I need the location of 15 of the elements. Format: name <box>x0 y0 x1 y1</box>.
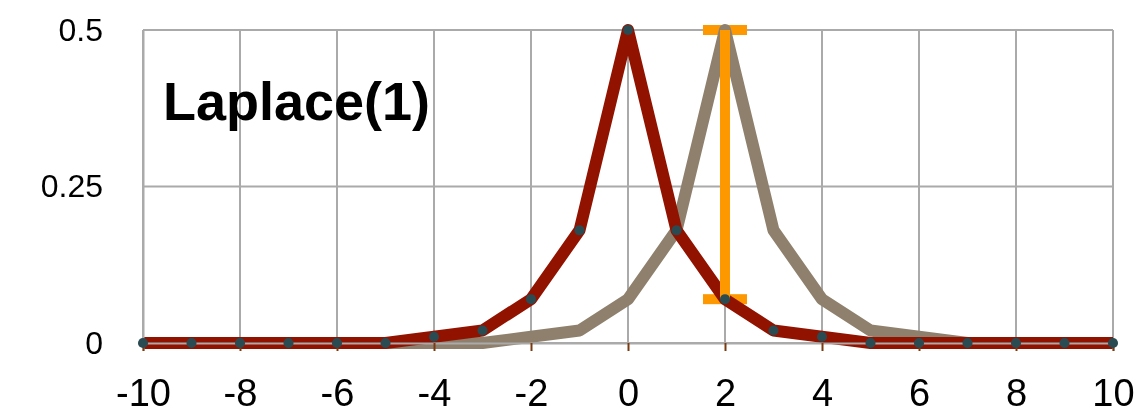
x-tick-label: -10 <box>116 371 171 414</box>
x-tick-label: 8 <box>1005 371 1028 414</box>
x-tick-label: -4 <box>417 371 452 414</box>
y-tick-label: 0.5 <box>58 11 103 48</box>
x-tick-label: 4 <box>811 371 834 414</box>
y-tick-label: 0 <box>85 324 103 361</box>
x-tick-label: 0 <box>617 371 640 414</box>
x-tick-label: 2 <box>714 371 737 414</box>
x-tick-label: -2 <box>514 371 549 414</box>
text: Laplace(1) <box>163 71 431 131</box>
x-tick-label: -6 <box>320 371 355 414</box>
x-tick-label: 10 <box>1092 371 1135 414</box>
x-tick-label: -8 <box>223 371 258 414</box>
x-tick-label: 6 <box>908 371 931 414</box>
y-tick-label: 0.25 <box>40 168 103 205</box>
